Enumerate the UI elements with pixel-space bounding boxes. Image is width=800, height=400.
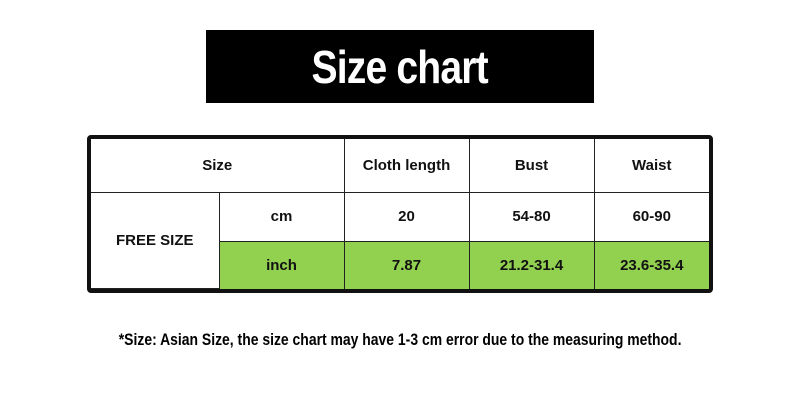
bust-cell: 54-80 <box>468 191 595 242</box>
waist-cell: 60-90 <box>593 191 709 242</box>
unit-cell: cm <box>218 191 345 242</box>
header-bust: Bust <box>468 139 595 193</box>
size-label: FREE SIZE <box>91 191 220 289</box>
bust-cell: 21.2-31.4 <box>468 240 595 289</box>
header-waist: Waist <box>593 139 709 193</box>
table-row-cm: FREE SIZE cm 20 54-80 60-90 <box>91 191 709 289</box>
cloth-length-cell: 20 <box>343 191 470 242</box>
table-header-row: Size Cloth length Bust Waist <box>91 139 709 193</box>
title-banner: Size chart <box>206 30 594 103</box>
size-table: Size Cloth length Bust Waist FREE SIZE c… <box>87 135 713 293</box>
waist-cell: 23.6-35.4 <box>593 240 709 289</box>
size-note: *Size: Asian Size, the size chart may ha… <box>0 330 800 350</box>
page-title: Size chart <box>311 40 489 93</box>
unit-cell: inch <box>219 240 345 289</box>
table-row-inch: inch 7.87 21.2-31.4 23.6-35.4 <box>91 240 709 289</box>
cloth-length-cell: 7.87 <box>343 240 470 289</box>
size-note-text: *Size: Asian Size, the size chart may ha… <box>118 330 682 349</box>
header-size: Size <box>91 139 345 193</box>
header-cloth-length: Cloth length <box>343 139 470 193</box>
